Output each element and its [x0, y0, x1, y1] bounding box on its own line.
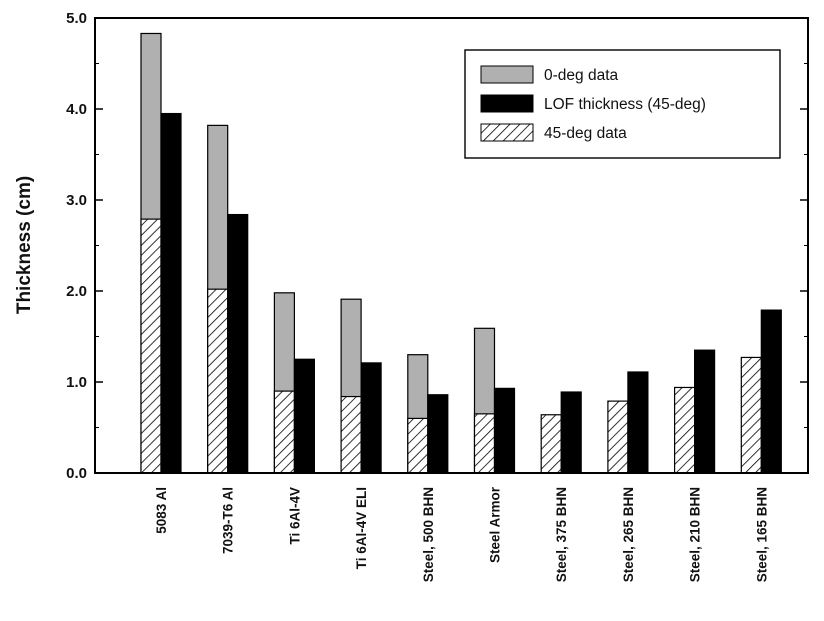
bar-45deg [407, 417, 429, 474]
y-axis: 0.0 1.0 2.0 3.0 4.0 5.0 [66, 10, 808, 482]
y-tick-label: 4.0 [66, 101, 87, 118]
legend-swatch-0deg [480, 65, 534, 84]
legend-label-0deg: 0-deg data [544, 67, 618, 84]
legend-swatch-45deg [480, 123, 534, 142]
x-axis-labels: 5083 Al 7039-T6 Al Ti 6Al-4V Ti 6Al-4V ELI S… [154, 486, 769, 582]
bar-45deg [473, 413, 496, 474]
x-category-label: 5083 Al [154, 487, 169, 534]
x-category-label: Steel Armor [488, 486, 503, 563]
bar-45deg [273, 390, 295, 474]
y-axis-title: Thickness (cm) [14, 176, 35, 314]
y-tick-label: 5.0 [66, 10, 87, 27]
x-category-label: Steel, 265 BHN [621, 487, 636, 582]
bar-45deg [207, 288, 229, 474]
x-category-label: Steel, 375 BHN [554, 487, 569, 582]
y-tick-label: 3.0 [66, 192, 87, 209]
x-category-label: Ti 6Al-4V [287, 487, 302, 545]
legend-label-45deg: 45-deg data [544, 125, 627, 142]
bar-lof-thickness [427, 394, 449, 474]
bar-lof-thickness [293, 358, 315, 474]
bar-45deg [673, 386, 696, 474]
bar-lof-thickness [627, 371, 649, 474]
legend: 0-deg data LOF thickness (45-deg) 45-deg… [464, 49, 781, 159]
bar-45deg [740, 356, 762, 474]
bar-lof-thickness [227, 213, 249, 474]
bar-45deg [340, 395, 362, 474]
x-category-label: 7039-T6 Al [221, 487, 236, 554]
bar-45deg [540, 414, 562, 474]
bar-lof-thickness [493, 387, 516, 474]
x-category-label: Steel, 500 BHN [421, 487, 436, 582]
legend-label-lof: LOF thickness (45-deg) [544, 96, 706, 113]
bar-lof-thickness [760, 309, 782, 474]
bar-45deg [607, 400, 629, 474]
legend-swatch-lof [480, 94, 534, 113]
x-category-label: Steel, 165 BHN [754, 487, 769, 582]
bar-lof-thickness [160, 112, 182, 474]
y-tick-label: 1.0 [66, 374, 87, 391]
x-category-label: Ti 6Al-4V ELI [354, 487, 369, 569]
y-tick-label: 2.0 [66, 283, 87, 300]
y-tick-label: 0.0 [66, 465, 87, 482]
x-category-label: Steel, 210 BHN [688, 487, 703, 582]
bar-45deg [140, 218, 162, 474]
bar-lof-thickness [693, 349, 716, 474]
bars-layer [140, 32, 782, 474]
bar-lof-thickness [560, 391, 582, 474]
bar-lof-thickness [360, 362, 382, 474]
